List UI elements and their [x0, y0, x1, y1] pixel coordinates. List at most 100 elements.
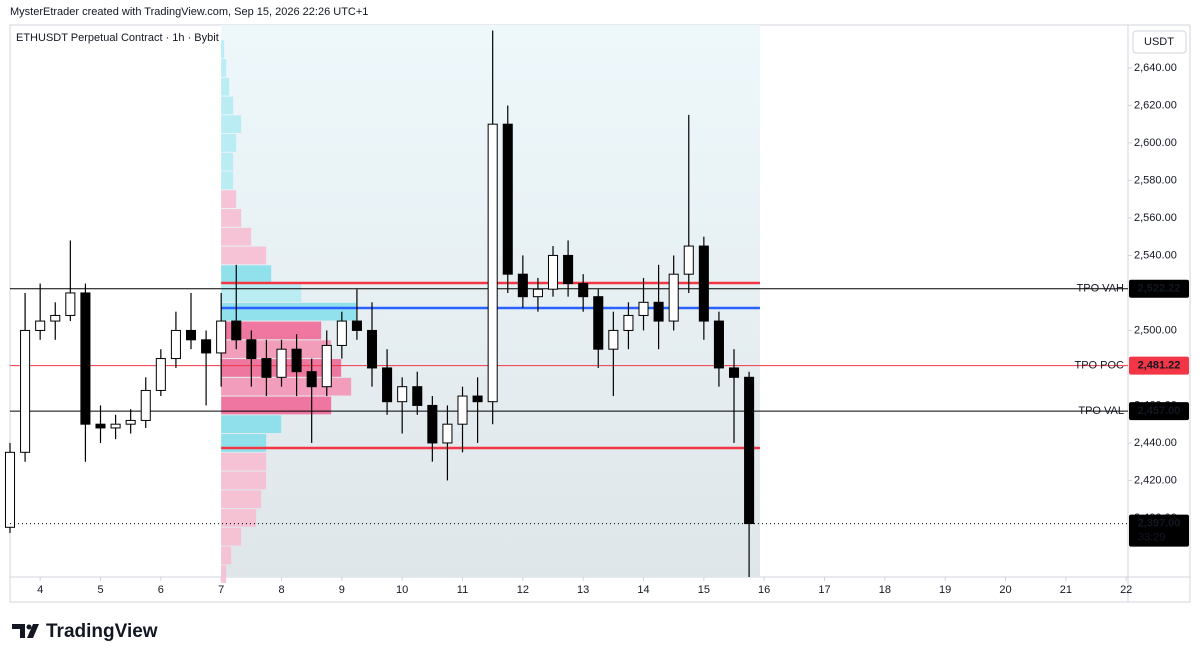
candle-body: [306, 371, 317, 388]
candle-body: [170, 329, 181, 360]
candle-body: [125, 419, 136, 425]
x-tick-label: 19: [939, 584, 951, 596]
x-tick-label: 10: [396, 584, 408, 596]
level-label: 2,457.00: [1138, 405, 1181, 417]
candle-body: [442, 423, 453, 444]
level-box: [1129, 402, 1189, 421]
candle-body: [231, 320, 242, 341]
candle-body: [593, 296, 604, 350]
x-tick-label: 7: [218, 584, 224, 596]
candle-body: [201, 339, 212, 354]
x-tick-label: 22: [1120, 584, 1132, 596]
candle-body: [216, 320, 227, 354]
candle-body: [261, 358, 272, 378]
candle-body: [563, 254, 574, 285]
candle-body: [246, 339, 257, 360]
candle-body: [276, 348, 287, 378]
candle-body: [35, 320, 46, 331]
profile-bar: [221, 546, 232, 565]
profile-bar: [221, 115, 242, 134]
candle-body: [713, 320, 724, 369]
candle-body: [547, 254, 559, 290]
x-tick-label: 14: [637, 584, 649, 596]
candle-body: [653, 301, 664, 322]
candle-body: [502, 123, 513, 275]
candle-body: [457, 395, 468, 425]
countdown: 33:29: [1138, 531, 1166, 543]
profile-bar: [221, 396, 332, 415]
y-tick-label: 2,600.00: [1134, 137, 1177, 149]
candle-body: [668, 273, 679, 322]
candle-body: [698, 245, 709, 322]
level-name: TPO VAL: [1078, 405, 1124, 417]
profile-bar: [221, 59, 227, 77]
profile-bar: [221, 190, 237, 209]
x-tick-label: 16: [758, 584, 770, 596]
y-tick-label: 2,540.00: [1134, 249, 1177, 261]
x-tick-label: 11: [457, 584, 468, 596]
profile-bar: [221, 246, 267, 265]
candle-body: [321, 344, 332, 388]
x-tick-label: 12: [517, 584, 529, 596]
profile-bar: [221, 152, 234, 171]
last-price-label: 2,397.00: [1138, 517, 1181, 529]
x-tick-label: 15: [698, 584, 710, 596]
candle-body: [683, 245, 694, 275]
y-tick-label: 2,420.00: [1134, 474, 1177, 486]
last-price-box: [1129, 514, 1189, 547]
x-tick-label: 4: [37, 584, 43, 596]
y-tick-label: 2,580.00: [1134, 174, 1177, 186]
candle-body: [4, 451, 16, 528]
profile-bar: [221, 377, 352, 396]
profile-bar: [221, 527, 242, 546]
y-tick-label: 2,440.00: [1134, 437, 1177, 449]
profile-bar: [221, 40, 225, 59]
candle-body: [608, 329, 619, 350]
level-label: 2,522.22: [1138, 283, 1181, 295]
profile-bar: [221, 134, 237, 152]
x-tick-label: 13: [577, 584, 589, 596]
candle-body: [65, 292, 76, 316]
header: MysterEtrader created with TradingView.c…: [10, 6, 368, 18]
level-label: 2,481.22: [1138, 360, 1181, 372]
x-tick-label: 6: [158, 584, 164, 596]
candle-body: [366, 329, 378, 369]
x-tick-label: 21: [1060, 584, 1072, 596]
level-name: TPO VAH: [1077, 283, 1125, 295]
profile-bar: [221, 265, 272, 284]
profile-bar: [221, 452, 267, 471]
brand: TradingView: [46, 621, 158, 642]
y-tick-label: 2,560.00: [1134, 212, 1177, 224]
profile-bar: [221, 415, 282, 434]
y-tick-label: 2,500.00: [1134, 324, 1177, 336]
candle-body: [155, 358, 166, 391]
candle-body: [487, 123, 498, 403]
candle-body: [578, 283, 589, 298]
candle-body: [412, 386, 423, 406]
profile-bar: [221, 284, 302, 302]
x-tick-label: 17: [818, 584, 830, 596]
profile-bar: [221, 77, 230, 96]
y-tick-label: 2,640.00: [1134, 62, 1177, 74]
candle-body: [532, 288, 543, 298]
x-tick-label: 5: [97, 584, 103, 596]
chart-title: ETHUSDT Perpetual Contract · 1h · Bybit: [16, 32, 219, 44]
candle-body: [291, 348, 302, 373]
level-box: [1129, 356, 1189, 375]
candle-body: [427, 404, 438, 444]
candle-body: [351, 320, 362, 331]
candle-body: [638, 301, 649, 316]
candle-body: [50, 314, 61, 322]
candle-body: [744, 376, 755, 525]
x-tick-label: 18: [879, 584, 891, 596]
candle-body: [397, 386, 408, 403]
profile-bar: [221, 96, 234, 115]
level-name: TPO POC: [1074, 360, 1124, 372]
logo-mark: [12, 624, 39, 638]
currency: USDT: [1144, 36, 1174, 48]
candle-body: [80, 292, 91, 425]
candle-body: [382, 367, 393, 403]
profile-bar: [221, 302, 357, 321]
